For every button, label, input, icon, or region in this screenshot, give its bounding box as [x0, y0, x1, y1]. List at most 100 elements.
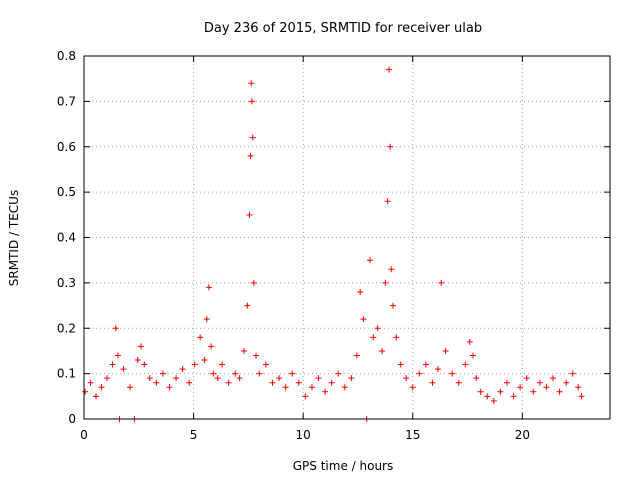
data-point [93, 393, 99, 399]
data-point [511, 393, 517, 399]
data-point [550, 375, 556, 381]
data-point [370, 334, 376, 340]
data-point [99, 384, 105, 390]
data-point [491, 398, 497, 404]
data-point [456, 380, 462, 386]
data-point [302, 393, 308, 399]
y-axis-label: SRMTID / TECUs [7, 190, 21, 286]
data-point [375, 325, 381, 331]
y-tick-label: 0.6 [57, 140, 76, 154]
data-point [387, 144, 393, 150]
x-tick-label: 5 [190, 428, 198, 442]
data-point [180, 366, 186, 372]
data-point [219, 362, 225, 368]
data-point [256, 371, 262, 377]
y-tick-label: 0.4 [57, 231, 76, 245]
data-point [470, 352, 476, 358]
data-point [127, 384, 133, 390]
y-tick-label: 0.8 [57, 49, 76, 63]
data-point [253, 352, 259, 358]
data-point [530, 389, 536, 395]
data-point [360, 316, 366, 322]
data-point [354, 352, 360, 358]
data-point [367, 257, 373, 263]
x-tick-label: 0 [80, 428, 88, 442]
data-point [269, 380, 275, 386]
data-point [246, 212, 252, 218]
data-point [166, 384, 172, 390]
data-point [226, 380, 232, 386]
data-point [467, 339, 473, 345]
data-point [390, 303, 396, 309]
data-point [335, 371, 341, 377]
data-point [403, 375, 409, 381]
data-point [88, 380, 94, 386]
y-tick-label: 0.5 [57, 185, 76, 199]
data-point [557, 389, 563, 395]
data-point [208, 343, 214, 349]
x-tick-label: 10 [296, 428, 311, 442]
data-point [517, 384, 523, 390]
chart-title: Day 236 of 2015, SRMTID for receiver ula… [204, 21, 482, 36]
data-point [575, 384, 581, 390]
data-point [570, 371, 576, 377]
data-point [484, 393, 490, 399]
data-point [82, 389, 88, 395]
data-point [462, 362, 468, 368]
chart: Day 236 of 2015, SRMTID for receiver ula… [0, 0, 640, 480]
data-point [109, 362, 115, 368]
data-point [386, 67, 392, 73]
data-point [206, 284, 212, 290]
data-point [382, 280, 388, 286]
y-tick-label: 0.3 [57, 276, 76, 290]
data-point [473, 375, 479, 381]
data-point [296, 380, 302, 386]
data-point [147, 375, 153, 381]
data-point [410, 384, 416, 390]
data-point [215, 375, 221, 381]
data-point [416, 371, 422, 377]
data-point [283, 384, 289, 390]
data-point [135, 357, 141, 363]
data-point [379, 348, 385, 354]
data-point [153, 380, 159, 386]
data-points [82, 67, 584, 422]
data-point [443, 348, 449, 354]
data-point [186, 380, 192, 386]
plot-frame [84, 56, 610, 419]
data-point [398, 362, 404, 368]
data-point [438, 280, 444, 286]
data-point [423, 362, 429, 368]
data-point [251, 280, 257, 286]
data-point [141, 362, 147, 368]
data-point [232, 371, 238, 377]
data-point [348, 375, 354, 381]
data-point [342, 384, 348, 390]
data-point [204, 316, 210, 322]
data-point [385, 198, 391, 204]
data-point [237, 375, 243, 381]
x-axis-label: GPS time / hours [293, 459, 394, 473]
y-tick-label: 0.1 [57, 367, 76, 381]
data-point [478, 389, 484, 395]
data-point [202, 357, 208, 363]
y-tick-label: 0.2 [57, 321, 76, 335]
data-point [579, 393, 585, 399]
data-point [449, 371, 455, 377]
data-point [504, 380, 510, 386]
data-point [322, 389, 328, 395]
grid [84, 56, 610, 419]
y-tick-label: 0 [68, 412, 76, 426]
data-point [357, 289, 363, 295]
data-point [197, 334, 203, 340]
data-point [248, 80, 254, 86]
data-point [241, 348, 247, 354]
data-point [429, 380, 435, 386]
data-point [309, 384, 315, 390]
data-point [138, 343, 144, 349]
data-point [537, 380, 543, 386]
data-point [289, 371, 295, 377]
x-tick-label: 15 [405, 428, 420, 442]
data-point [160, 371, 166, 377]
data-point [497, 389, 503, 395]
